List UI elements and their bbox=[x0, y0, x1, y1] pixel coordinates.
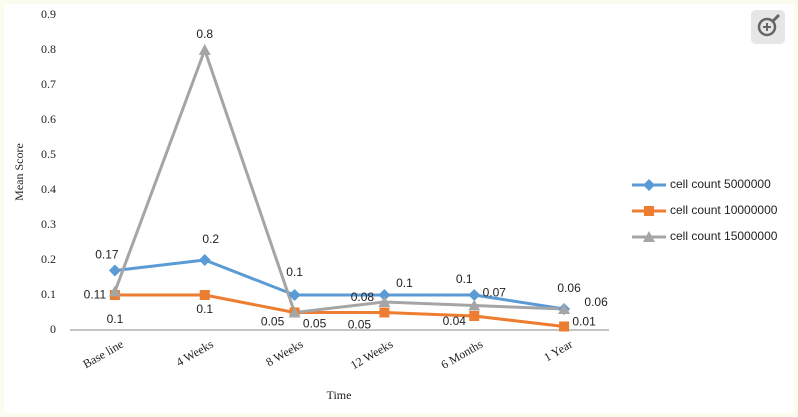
zoom-icon[interactable] bbox=[757, 17, 777, 37]
marker bbox=[558, 303, 571, 314]
y-tick-label: 0.7 bbox=[41, 77, 56, 91]
data-label: 0.05 bbox=[303, 317, 327, 331]
data-label: 0.1 bbox=[456, 272, 473, 286]
y-tick-label: 0.8 bbox=[41, 42, 56, 56]
zoom-button[interactable] bbox=[751, 10, 785, 44]
marker bbox=[198, 254, 211, 266]
data-label: 0.1 bbox=[286, 265, 303, 279]
marker bbox=[468, 289, 481, 301]
marker bbox=[378, 289, 391, 301]
marker bbox=[643, 231, 655, 242]
y-tick-label: 0.6 bbox=[41, 112, 56, 126]
y-axis-title: Mean Score bbox=[12, 143, 26, 201]
marker bbox=[199, 290, 210, 300]
data-label: 0.06 bbox=[557, 281, 581, 295]
marker bbox=[559, 321, 570, 332]
marker bbox=[379, 307, 390, 318]
x-axis-title: Time bbox=[327, 388, 352, 402]
legend-entry: cell count 10000000 bbox=[632, 203, 778, 217]
marker bbox=[378, 296, 391, 307]
marker bbox=[644, 206, 654, 216]
y-tick-label: 0 bbox=[50, 322, 56, 336]
y-tick-label: 0.5 bbox=[41, 147, 56, 161]
legend-label: cell count 5000000 bbox=[670, 177, 771, 191]
y-tick-label: 0.3 bbox=[41, 217, 56, 231]
data-label: 0.05 bbox=[261, 315, 285, 329]
y-tick-label: 0.4 bbox=[41, 182, 56, 196]
marker bbox=[288, 289, 301, 301]
data-label: 0.06 bbox=[584, 295, 608, 309]
data-label: 0.08 bbox=[351, 290, 375, 304]
y-tick-label: 0.1 bbox=[41, 287, 56, 301]
legend-entry: cell count 5000000 bbox=[632, 177, 771, 191]
series-line bbox=[113, 48, 565, 314]
marker bbox=[288, 306, 301, 318]
marker bbox=[108, 285, 121, 297]
y-tick-label: 0.2 bbox=[41, 252, 56, 266]
data-label: 0.1 bbox=[107, 312, 124, 326]
marker bbox=[643, 179, 655, 191]
data-label: 0.1 bbox=[196, 302, 213, 316]
series-line bbox=[114, 258, 565, 311]
marker bbox=[468, 299, 481, 311]
zoom-icon-handle[interactable] bbox=[771, 13, 781, 23]
marker bbox=[198, 44, 211, 55]
marker bbox=[108, 264, 121, 277]
data-label: 0.04 bbox=[443, 314, 467, 328]
legend-entry: cell count 15000000 bbox=[632, 229, 778, 243]
data-label: 0.8 bbox=[196, 27, 213, 41]
marker bbox=[469, 311, 480, 321]
data-label: 0.07 bbox=[483, 286, 507, 300]
data-label: 0.2 bbox=[202, 232, 219, 246]
chart-background bbox=[4, 4, 794, 413]
data-label: 0.1 bbox=[396, 276, 413, 290]
data-label: 0.05 bbox=[348, 318, 372, 332]
y-tick-label: 0.9 bbox=[41, 7, 56, 21]
series-line bbox=[114, 293, 565, 328]
legend-label: cell count 15000000 bbox=[670, 229, 778, 243]
legend-label: cell count 10000000 bbox=[670, 203, 778, 217]
data-label: 0.01 bbox=[572, 315, 596, 329]
data-label: 0.17 bbox=[95, 248, 119, 262]
data-label: 0.11 bbox=[84, 288, 107, 302]
